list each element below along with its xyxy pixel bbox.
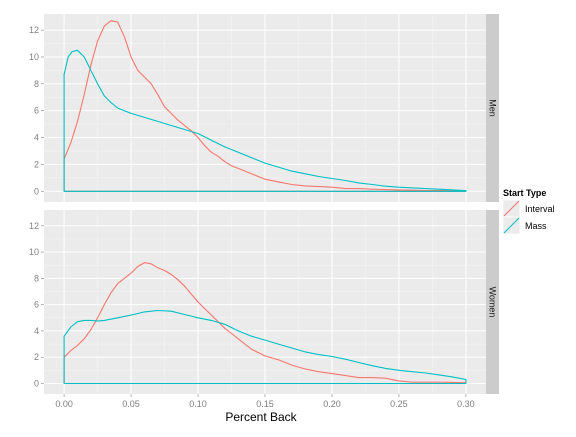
x-axis-title: Percent Back (225, 410, 297, 424)
panel-women: 0 2 4 6 8 10 12 Women (29, 210, 499, 394)
x-tick-label: 0.30 (457, 399, 475, 409)
y-tick-label: 10 (29, 52, 39, 62)
y-tick-label: 12 (29, 221, 39, 231)
y-tick-label: 8 (34, 79, 39, 89)
legend-swatch-interval (503, 200, 520, 217)
y-tick-label: 2 (34, 352, 39, 362)
legend: Start Type Interval Mass (502, 188, 555, 235)
legend-item-interval: Interval (502, 199, 555, 218)
y-tick-label: 4 (34, 133, 39, 143)
y-tick-label: 6 (34, 106, 39, 116)
x-tick-label: 0.05 (122, 399, 140, 409)
density-line-interval (63, 20, 467, 192)
legend-item-mass: Mass (502, 216, 547, 235)
density-line-interval (63, 262, 467, 385)
x-tick-label: 0.00 (55, 399, 73, 409)
facet-strip (486, 210, 499, 394)
x-tick-label: 0.10 (189, 399, 207, 409)
x-tick-label: 0.15 (256, 399, 274, 409)
y-tick-label: 0 (34, 378, 39, 388)
legend-title: Start Type (503, 188, 546, 198)
x-axis: 0.00 0.05 0.10 0.15 0.20 0.25 0.30 (55, 394, 475, 409)
y-tick-label: 4 (34, 326, 39, 336)
legend-label-interval: Interval (525, 204, 555, 214)
legend-swatch-mass (503, 217, 520, 234)
y-tick-label: 6 (34, 300, 39, 310)
facet-strip-label: Men (488, 99, 498, 117)
x-tick-label: 0.20 (323, 399, 341, 409)
legend-label-mass: Mass (525, 221, 547, 231)
y-tick-label: 12 (29, 25, 39, 35)
y-tick-label: 10 (29, 247, 39, 257)
facet-strip (486, 14, 499, 202)
panel-men: 0 2 4 6 8 10 12 Men (29, 14, 499, 202)
facet-strip-label: Women (488, 287, 498, 318)
density-line-mass (63, 49, 467, 192)
y-tick-label: 0 (34, 186, 39, 196)
x-tick-label: 0.25 (390, 399, 408, 409)
density-line-mass (63, 309, 467, 385)
y-tick-label: 8 (34, 273, 39, 283)
y-tick-label: 2 (34, 159, 39, 169)
